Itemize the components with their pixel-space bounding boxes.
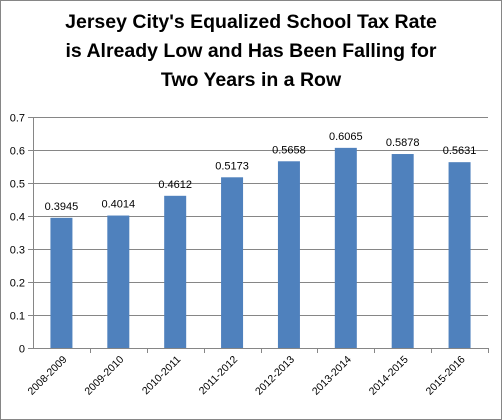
chart-title-line-3: Two Years in a Row [160, 69, 342, 91]
y-tick-label: 0 [19, 344, 25, 356]
x-tick-label: 2010-2011 [140, 354, 184, 398]
x-tick-label: 2015-2016 [424, 354, 468, 398]
y-tick-label: 0.3 [10, 245, 25, 257]
bar-value-label: 0.3945 [45, 201, 79, 213]
y-tick-label: 0.2 [10, 278, 25, 290]
bar [391, 154, 414, 348]
bar-value-label: 0.5173 [215, 160, 249, 172]
y-tick-label: 0.5 [10, 179, 25, 191]
bar-value-label: 0.6065 [329, 131, 363, 143]
bar-value-label: 0.4612 [158, 179, 192, 191]
y-tick-label: 0.6 [10, 146, 25, 158]
x-tick-label: 2008-2009 [26, 354, 70, 398]
x-tick-label: 2012-2013 [253, 354, 297, 398]
bar-value-label: 0.5658 [272, 144, 306, 156]
x-tick-label: 2009-2010 [82, 354, 126, 398]
chart-title-line-1: Jersey City's Equalized School Tax Rate [65, 11, 437, 33]
chart-title-line-2: is Already Low and Has Been Falling for [65, 40, 437, 62]
bar [164, 195, 187, 348]
bar [334, 147, 357, 348]
bar [107, 215, 130, 348]
bar-value-label: 0.5631 [443, 145, 477, 157]
bar [221, 177, 244, 348]
bar-value-label: 0.5878 [386, 137, 420, 149]
x-tick-label: 2013-2014 [310, 354, 354, 398]
y-tick-label: 0.4 [10, 212, 25, 224]
bar [448, 162, 471, 348]
bar [277, 161, 300, 348]
x-tick-label: 2011-2012 [197, 354, 241, 398]
bar [50, 217, 73, 348]
bar-value-label: 0.4014 [101, 199, 135, 211]
y-tick-label: 0.1 [10, 311, 25, 323]
x-tick-label: 2014-2015 [367, 354, 411, 398]
y-tick-label: 0.7 [10, 113, 25, 125]
chart-title: Jersey City's Equalized School Tax Rate … [0, 8, 502, 95]
